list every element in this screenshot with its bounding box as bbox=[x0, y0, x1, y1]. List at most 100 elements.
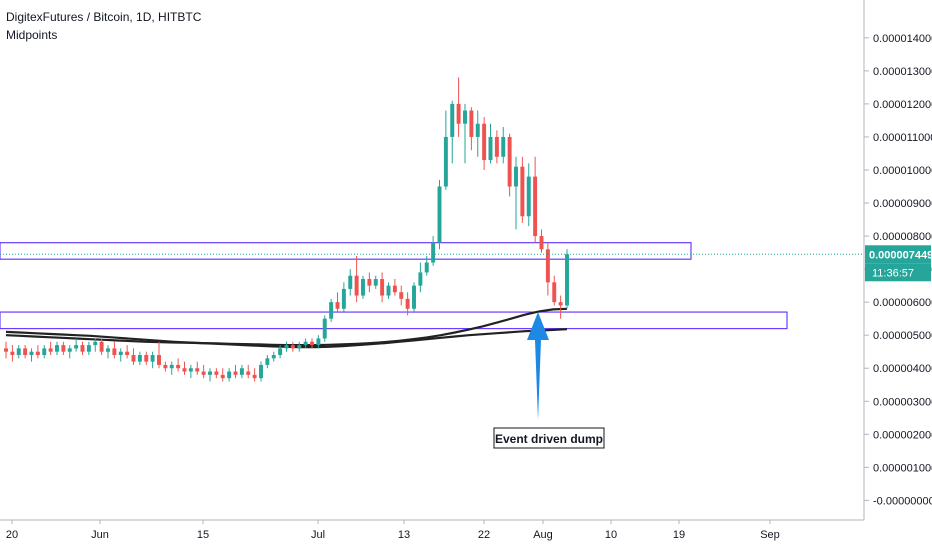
candle-body bbox=[150, 355, 155, 362]
y-tick-label: 0.000011000 bbox=[873, 132, 932, 144]
x-tick-label: Jul bbox=[311, 529, 325, 541]
y-tick-label: 0.000014000 bbox=[873, 33, 932, 45]
candle-body bbox=[418, 272, 423, 286]
candle-body bbox=[271, 355, 276, 359]
price-badge bbox=[865, 245, 931, 264]
candle-body bbox=[259, 364, 263, 379]
candle-body bbox=[297, 345, 302, 349]
y-tick-label: 0.000004000 bbox=[873, 363, 932, 375]
candle-body bbox=[494, 136, 499, 157]
x-tick-label: 10 bbox=[605, 529, 617, 541]
candle-body bbox=[552, 282, 557, 303]
candle-body bbox=[125, 351, 130, 356]
candle-body bbox=[501, 136, 506, 157]
candle-body bbox=[208, 371, 212, 375]
y-tick-label: 0.000001000 bbox=[873, 462, 932, 474]
candle-body bbox=[227, 371, 232, 379]
y-tick-label: 0.000008000 bbox=[873, 231, 932, 243]
x-tick-label: Aug bbox=[533, 529, 553, 541]
candle-body bbox=[310, 341, 314, 346]
candle-body bbox=[367, 279, 372, 286]
candle-body bbox=[399, 292, 404, 299]
candle-body bbox=[424, 262, 429, 273]
candle-body bbox=[361, 279, 365, 296]
candle-body bbox=[131, 355, 136, 362]
candle-body bbox=[35, 351, 40, 356]
symbol-title: DigitexFutures / Bitcoin, 1D, HITBTC bbox=[6, 10, 202, 24]
support-zone bbox=[0, 311, 788, 330]
x-tick-label: Jun bbox=[91, 529, 109, 541]
indicator-label: Midpoints bbox=[6, 28, 58, 42]
candle-body bbox=[220, 374, 225, 379]
candle-body bbox=[265, 358, 270, 365]
countdown-badge bbox=[865, 263, 931, 282]
candle-body bbox=[533, 176, 538, 237]
candle-body bbox=[373, 279, 378, 286]
annotation-box bbox=[493, 427, 605, 449]
y-tick-label: 0.000010000 bbox=[873, 165, 932, 177]
candle-body bbox=[48, 348, 53, 352]
candle-body bbox=[380, 279, 385, 296]
y-tick-label: 0.000003000 bbox=[873, 396, 932, 408]
candle-body bbox=[195, 368, 200, 372]
candle-body bbox=[61, 345, 66, 352]
candle-body bbox=[545, 249, 550, 283]
candle-body bbox=[163, 364, 168, 369]
up-arrow-icon bbox=[527, 312, 549, 420]
candle-body bbox=[482, 123, 487, 161]
y-tick-label: 0.000002000 bbox=[873, 429, 932, 441]
x-tick-label: 22 bbox=[478, 529, 490, 541]
candle-body bbox=[169, 364, 174, 369]
candle-body bbox=[42, 348, 47, 356]
annotation-text: Event driven dump bbox=[495, 432, 603, 446]
candle-body bbox=[450, 103, 455, 137]
y-tick-label: 0.000012000 bbox=[873, 99, 932, 111]
candle-body bbox=[137, 355, 142, 362]
candle-body bbox=[157, 355, 161, 365]
candle-body bbox=[278, 348, 283, 356]
candle-body bbox=[284, 345, 289, 349]
x-tick-label: 19 bbox=[673, 529, 685, 541]
candle-body bbox=[386, 285, 391, 296]
candle-body bbox=[354, 275, 359, 296]
candle-body bbox=[565, 254, 569, 306]
candle-body bbox=[341, 288, 346, 309]
x-tick-label: Sep bbox=[760, 529, 780, 541]
candle-body bbox=[29, 351, 34, 356]
candle-body bbox=[23, 348, 28, 356]
candle-body bbox=[558, 302, 563, 306]
candle-body bbox=[456, 103, 461, 124]
chart-legend: DigitexFutures / Bitcoin, 1D, HITBTC Mid… bbox=[6, 8, 201, 44]
y-tick-label: 0.000005000 bbox=[873, 330, 932, 342]
candle-body bbox=[106, 348, 110, 352]
candle-body bbox=[469, 110, 474, 137]
candle-body bbox=[412, 285, 416, 309]
candle-body bbox=[93, 341, 98, 346]
candle-body bbox=[303, 341, 308, 346]
candle-body bbox=[488, 136, 493, 161]
candle-body bbox=[514, 166, 518, 187]
candle-body bbox=[67, 348, 72, 352]
candle-body bbox=[188, 368, 193, 372]
candle-body bbox=[80, 345, 85, 352]
candle-body bbox=[316, 338, 321, 346]
candle-body bbox=[348, 275, 353, 289]
candle-body bbox=[16, 348, 21, 356]
y-tick-label: 0.000009000 bbox=[873, 198, 932, 210]
candle-body bbox=[443, 136, 448, 187]
y-tick-label: 0.000013000 bbox=[873, 66, 932, 78]
candle-body bbox=[329, 302, 334, 319]
candle-body bbox=[252, 374, 257, 379]
candle-body bbox=[539, 236, 544, 250]
candle-body bbox=[10, 351, 15, 356]
candle-body bbox=[392, 285, 397, 293]
candle-body bbox=[405, 298, 410, 309]
price-badge-value: 0.000007449 bbox=[869, 249, 932, 261]
countdown-value: 11:36:57 bbox=[872, 267, 914, 279]
candle-body bbox=[526, 176, 531, 217]
candle-body bbox=[182, 368, 187, 372]
support-zone bbox=[0, 242, 692, 260]
